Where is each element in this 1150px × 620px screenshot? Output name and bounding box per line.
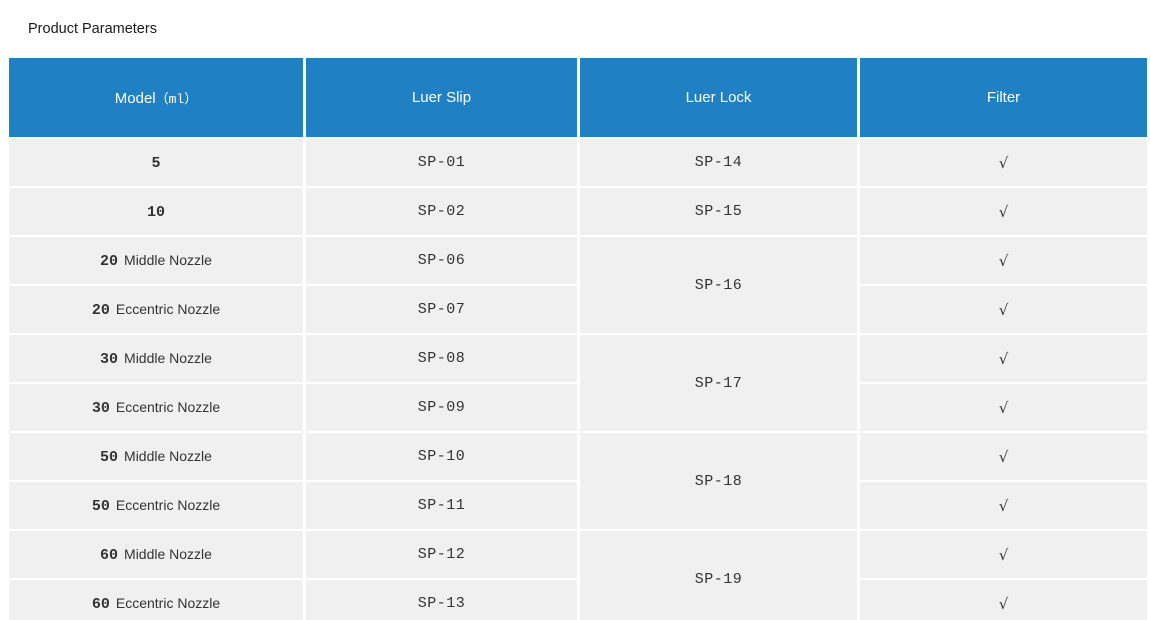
- luer-slip-cell: SP-08: [303, 333, 580, 384]
- filter-cell: √: [857, 382, 1150, 433]
- filter-cell: √: [857, 235, 1150, 286]
- model-size: 10: [146, 203, 165, 221]
- product-parameters-table: Model（ml） Luer Slip Luer Lock Filter 5 SP-01…: [6, 56, 1150, 620]
- table-row: 60 Eccentric Nozzle SP-13 √: [6, 578, 1150, 620]
- filter-cell: √: [857, 578, 1150, 620]
- table-header-row: Model（ml） Luer Slip Luer Lock Filter: [6, 56, 1150, 139]
- luer-slip-cell: SP-12: [303, 529, 580, 580]
- table-row: 20 Eccentric Nozzle SP-07 √: [6, 284, 1150, 335]
- column-header-label: Luer Lock: [685, 89, 752, 106]
- model-nozzle-label: Eccentric Nozzle: [115, 594, 221, 611]
- model-size: 30: [91, 399, 110, 417]
- table-row: 50 Eccentric Nozzle SP-11 √: [6, 480, 1150, 531]
- table-row: 10 SP-02 SP-15 √: [6, 186, 1150, 237]
- model-nozzle-label: Eccentric Nozzle: [115, 300, 221, 317]
- column-header-luer_slip: Luer Slip: [303, 56, 580, 139]
- luer-slip-cell: SP-13: [303, 578, 580, 620]
- check-icon: √: [998, 349, 1009, 368]
- filter-cell: √: [857, 529, 1150, 580]
- luer-lock-cell: SP-16: [577, 235, 860, 335]
- column-header-label: Model: [114, 90, 156, 107]
- model-cell: 60 Eccentric Nozzle: [6, 578, 306, 620]
- table-row: 60 Middle Nozzle SP-12 SP-19 √: [6, 529, 1150, 620]
- model-cell: 10: [6, 186, 306, 237]
- luer-slip-cell: SP-02: [303, 186, 580, 237]
- model-cell: 60 Middle Nozzle: [6, 529, 306, 580]
- model-size: 30: [100, 350, 119, 368]
- check-icon: √: [998, 545, 1009, 564]
- check-icon: √: [998, 496, 1009, 515]
- model-nozzle-label: Middle Nozzle: [124, 545, 212, 562]
- model-cell: 20 Eccentric Nozzle: [6, 284, 306, 335]
- luer-lock-cell: SP-19: [577, 529, 860, 620]
- check-icon: √: [998, 447, 1009, 466]
- model-nozzle-label: Middle Nozzle: [124, 447, 212, 464]
- model-size: 20: [100, 252, 119, 270]
- model-size: 5: [151, 154, 161, 172]
- luer-slip-cell: SP-06: [303, 235, 580, 286]
- table-header: Model（ml） Luer Slip Luer Lock Filter: [6, 56, 1150, 139]
- column-header-luer_lock: Luer Lock: [577, 56, 860, 139]
- model-cell: 50 Eccentric Nozzle: [6, 480, 306, 531]
- table-row: 20 Middle Nozzle SP-06 SP-16 √: [6, 235, 1150, 335]
- model-size: 20: [91, 301, 110, 319]
- model-nozzle-label: Eccentric Nozzle: [115, 496, 221, 513]
- filter-cell: √: [857, 284, 1150, 335]
- table-row: 30 Eccentric Nozzle SP-09 √: [6, 382, 1150, 433]
- filter-cell: √: [857, 137, 1150, 188]
- model-nozzle-label: Middle Nozzle: [124, 251, 212, 268]
- luer-lock-cell: SP-18: [577, 431, 860, 531]
- model-nozzle-label: Eccentric Nozzle: [115, 398, 221, 415]
- model-cell: 30 Middle Nozzle: [6, 333, 306, 384]
- page-title: Product Parameters: [28, 21, 157, 37]
- luer-lock-cell: SP-15: [577, 186, 860, 237]
- column-header-filter: Filter: [857, 56, 1150, 139]
- model-nozzle-label: Middle Nozzle: [124, 349, 212, 366]
- filter-cell: √: [857, 333, 1150, 384]
- model-size: 60: [91, 595, 110, 613]
- column-header-unit: （ml）: [155, 92, 198, 107]
- model-size: 50: [91, 497, 110, 515]
- luer-slip-cell: SP-11: [303, 480, 580, 531]
- luer-slip-cell: SP-09: [303, 382, 580, 433]
- filter-cell: √: [857, 186, 1150, 237]
- luer-slip-cell: SP-01: [303, 137, 580, 188]
- column-header-label: Filter: [986, 89, 1021, 106]
- luer-lock-cell: SP-17: [577, 333, 860, 433]
- model-size: 60: [100, 546, 119, 564]
- check-icon: √: [998, 300, 1009, 319]
- check-icon: √: [998, 398, 1009, 417]
- filter-cell: √: [857, 480, 1150, 531]
- check-icon: √: [998, 153, 1009, 172]
- check-icon: √: [998, 594, 1009, 613]
- check-icon: √: [998, 202, 1009, 221]
- table-row: 50 Middle Nozzle SP-10 SP-18 √: [6, 431, 1150, 531]
- column-header-model: Model（ml）: [6, 56, 306, 139]
- table-row: 5 SP-01 SP-14 √: [6, 137, 1150, 188]
- filter-cell: √: [857, 431, 1150, 482]
- model-cell: 5: [6, 137, 306, 188]
- model-cell: 30 Eccentric Nozzle: [6, 382, 306, 433]
- model-size: 50: [100, 448, 119, 466]
- model-cell: 50 Middle Nozzle: [6, 431, 306, 482]
- check-icon: √: [998, 251, 1009, 270]
- model-cell: 20 Middle Nozzle: [6, 235, 306, 286]
- luer-slip-cell: SP-07: [303, 284, 580, 335]
- table-body: 5 SP-01 SP-14 √ 10 SP-02 SP-15 √ 20 Middle Nozzle…: [6, 137, 1150, 620]
- luer-lock-cell: SP-14: [577, 137, 860, 188]
- luer-slip-cell: SP-10: [303, 431, 580, 482]
- column-header-label: Luer Slip: [411, 89, 472, 106]
- table-row: 30 Middle Nozzle SP-08 SP-17 √: [6, 333, 1150, 433]
